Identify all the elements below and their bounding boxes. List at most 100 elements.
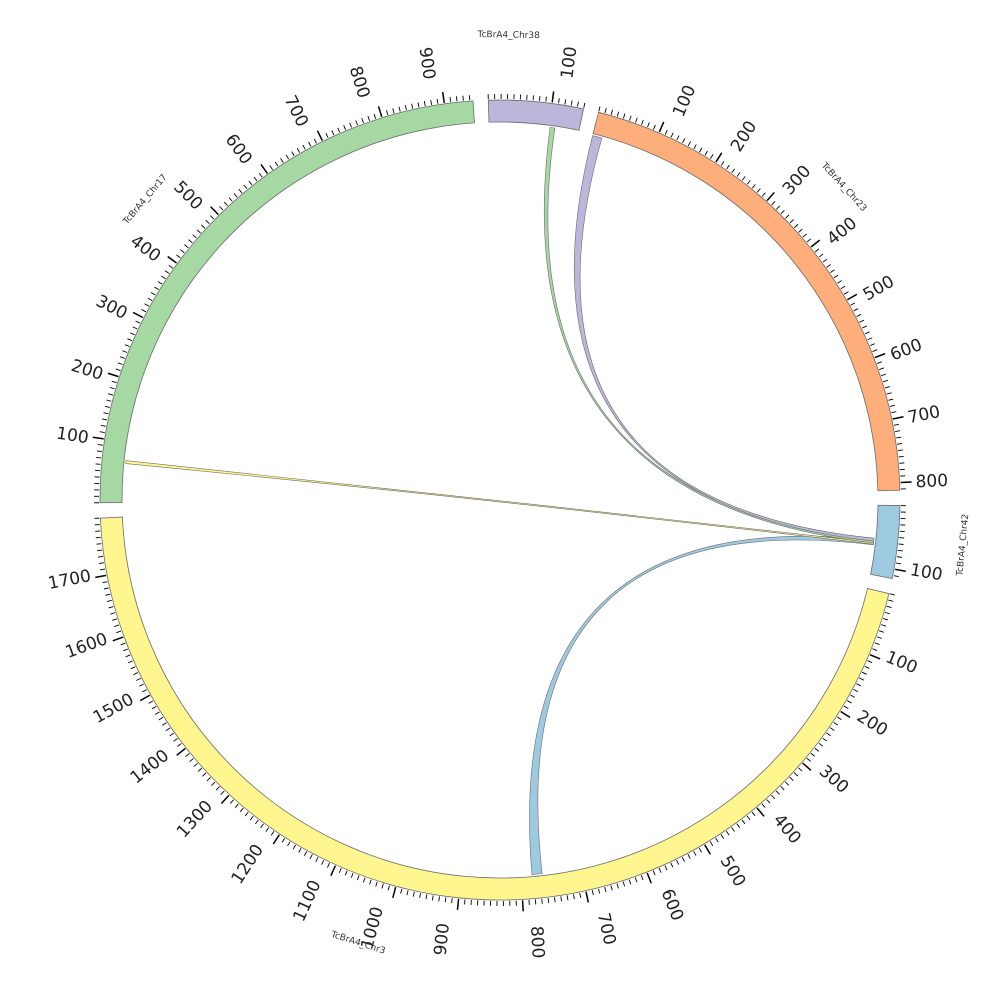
chromosome-segment-chr17[interactable] bbox=[99, 100, 475, 504]
link-ribbon-chr42-chr38[interactable] bbox=[543, 127, 875, 544]
minor-tick bbox=[398, 106, 401, 112]
major-tick bbox=[107, 372, 119, 378]
tick-label: 300 bbox=[815, 761, 853, 797]
segments-layer bbox=[99, 99, 901, 901]
minor-tick bbox=[96, 456, 102, 459]
tick-label: 100 bbox=[557, 45, 581, 80]
major-tick bbox=[92, 436, 104, 440]
chromosome-segment-chr38[interactable] bbox=[487, 99, 585, 131]
chromosome-segment-chr42[interactable] bbox=[870, 504, 901, 580]
minor-tick bbox=[193, 762, 198, 767]
minor-tick bbox=[853, 308, 859, 312]
chromosome-segment-chr3[interactable] bbox=[99, 516, 890, 901]
minor-tick bbox=[132, 326, 138, 330]
major-tick bbox=[132, 311, 144, 319]
major-tick bbox=[176, 747, 186, 756]
major-tick bbox=[551, 91, 555, 103]
minor-tick bbox=[144, 303, 150, 307]
minor-tick bbox=[802, 233, 807, 238]
minor-tick bbox=[100, 424, 106, 427]
minor-tick bbox=[122, 648, 128, 652]
minor-tick bbox=[881, 373, 887, 377]
minor-tick bbox=[810, 752, 816, 757]
minor-tick bbox=[260, 823, 264, 829]
minor-tick bbox=[417, 102, 420, 108]
minor-tick bbox=[381, 883, 384, 889]
minor-tick bbox=[109, 387, 115, 390]
labels-layer: 100 TcBrA4_Chr421002003004005006007008009… bbox=[46, 30, 971, 959]
minor-tick bbox=[270, 830, 275, 836]
major-tick bbox=[210, 206, 219, 216]
minor-tick bbox=[889, 404, 895, 407]
minor-tick bbox=[280, 158, 284, 163]
minor-tick bbox=[287, 841, 291, 847]
minor-tick bbox=[122, 350, 128, 353]
minor-tick bbox=[373, 113, 377, 119]
minor-tick bbox=[164, 270, 170, 274]
minor-tick bbox=[367, 115, 371, 121]
minor-tick bbox=[130, 666, 136, 670]
minor-tick bbox=[709, 841, 714, 846]
minor-tick bbox=[893, 423, 899, 426]
tick-label: 200 bbox=[69, 356, 106, 385]
minor-tick bbox=[898, 455, 904, 458]
major-tick bbox=[392, 886, 397, 899]
minor-tick bbox=[116, 630, 122, 634]
minor-tick bbox=[119, 356, 125, 359]
minor-tick bbox=[129, 332, 135, 336]
link-ribbon-chr42-chr17[interactable] bbox=[125, 460, 874, 545]
minor-tick bbox=[105, 593, 111, 596]
minor-tick bbox=[693, 850, 697, 856]
minor-tick bbox=[243, 184, 248, 190]
minor-tick bbox=[886, 392, 892, 395]
minor-tick bbox=[338, 868, 342, 874]
major-tick bbox=[658, 121, 665, 133]
minor-tick bbox=[784, 781, 790, 786]
minor-tick bbox=[541, 898, 543, 904]
minor-tick bbox=[386, 110, 389, 116]
minor-tick bbox=[344, 870, 348, 876]
minor-tick bbox=[577, 101, 579, 107]
minor-tick bbox=[184, 244, 189, 249]
minor-tick bbox=[545, 96, 547, 102]
minor-tick bbox=[629, 115, 632, 121]
link-ribbon-chr42-chr3[interactable] bbox=[529, 536, 875, 875]
minor-tick bbox=[180, 249, 185, 254]
tick-label: 1600 bbox=[63, 629, 110, 663]
minor-tick bbox=[303, 851, 308, 856]
minor-tick bbox=[438, 896, 440, 902]
minor-tick bbox=[269, 165, 273, 170]
minor-tick bbox=[847, 700, 852, 704]
tick-label: 500 bbox=[716, 852, 750, 890]
chromosome-label-chr23: TcBrA4_Chr23 bbox=[818, 160, 868, 214]
major-tick bbox=[802, 762, 812, 771]
minor-tick bbox=[173, 737, 178, 742]
minor-tick bbox=[108, 393, 114, 396]
minor-tick bbox=[96, 543, 102, 545]
minor-tick bbox=[869, 343, 875, 347]
minor-tick bbox=[308, 141, 312, 147]
minor-tick bbox=[404, 105, 407, 111]
major-tick bbox=[441, 91, 445, 104]
minor-tick bbox=[814, 248, 820, 253]
minor-tick bbox=[604, 108, 607, 114]
minor-tick bbox=[872, 648, 878, 651]
minor-tick bbox=[720, 161, 725, 166]
minor-tick bbox=[751, 811, 756, 817]
chromosome-segment-chr23[interactable] bbox=[592, 111, 901, 492]
minor-tick bbox=[830, 269, 835, 274]
major-tick bbox=[167, 255, 177, 264]
minor-tick bbox=[897, 549, 903, 552]
minor-tick bbox=[150, 292, 156, 296]
minor-tick bbox=[356, 875, 360, 881]
minor-tick bbox=[265, 827, 270, 832]
minor-tick bbox=[205, 219, 210, 225]
minor-tick bbox=[148, 700, 154, 704]
minor-tick bbox=[215, 786, 220, 791]
tick-label: 400 bbox=[823, 213, 861, 249]
tick-label: 500 bbox=[169, 177, 206, 214]
link-ribbon-chr42-chr23[interactable] bbox=[573, 135, 875, 542]
minor-tick bbox=[859, 677, 865, 681]
minor-tick bbox=[874, 642, 880, 645]
minor-tick bbox=[572, 894, 575, 900]
